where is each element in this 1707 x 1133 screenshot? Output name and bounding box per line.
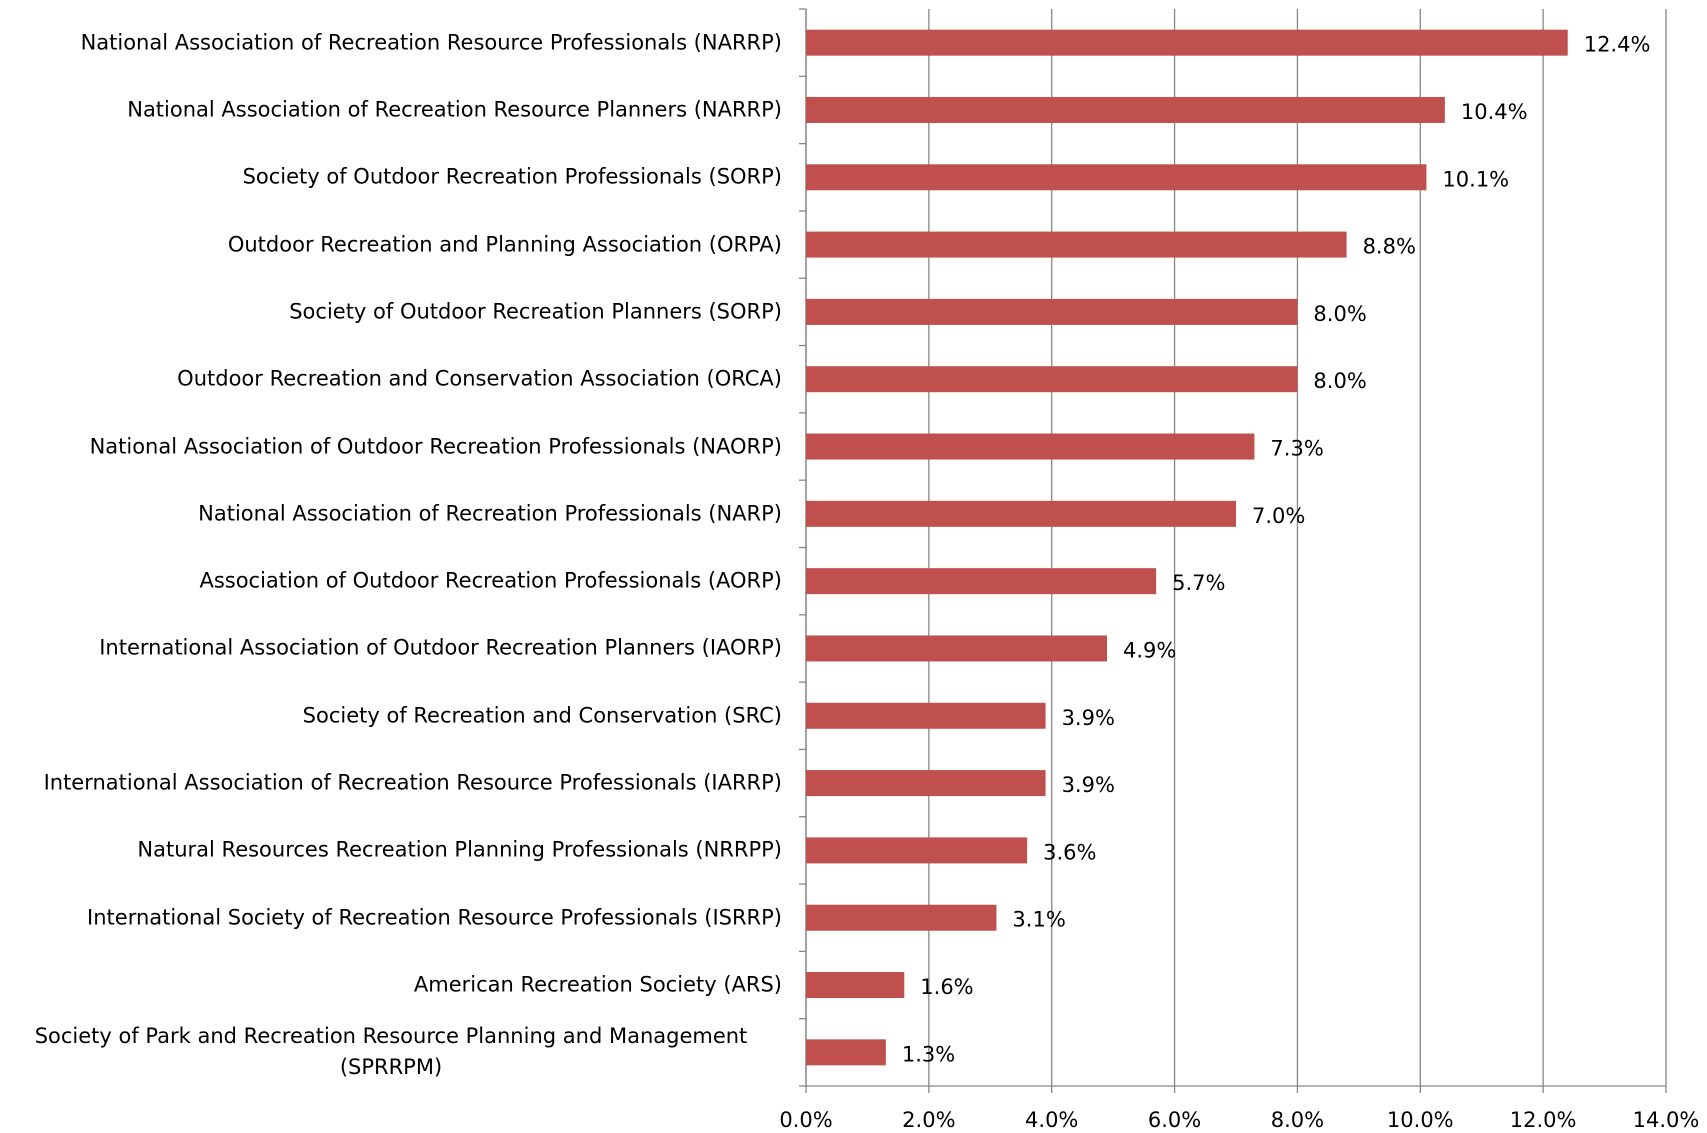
y-tick-label: National Association of Recreation Resou… (0, 27, 782, 58)
value-label: 3.9% (1062, 706, 1115, 730)
bar (806, 702, 1046, 729)
value-label: 8.0% (1313, 369, 1366, 393)
value-label: 8.0% (1313, 302, 1366, 326)
y-tick-label: Outdoor Recreation and Planning Associat… (0, 229, 782, 260)
category-text: Society of Recreation and Conservation (… (302, 703, 782, 728)
bar (806, 231, 1347, 258)
value-label: 5.7% (1172, 571, 1225, 595)
value-label: 8.8% (1363, 235, 1416, 259)
category-text: National Association of Recreation Profe… (198, 501, 782, 526)
category-text: International Association of Recreation … (43, 770, 782, 795)
bar (806, 433, 1255, 460)
y-tick-label: International Association of Recreation … (0, 768, 782, 799)
bar (806, 972, 905, 999)
value-label: 4.9% (1123, 638, 1176, 662)
value-label: 7.0% (1252, 504, 1305, 528)
category-text: International Society of Recreation Reso… (87, 905, 782, 930)
y-tick-label: International Society of Recreation Reso… (0, 902, 782, 933)
bar (806, 500, 1236, 527)
x-tick-label: 0.0% (779, 1108, 832, 1132)
value-label: 10.4% (1461, 100, 1528, 124)
category-text: International Association of Outdoor Rec… (99, 635, 782, 660)
y-tick-label: Outdoor Recreation and Conservation Asso… (0, 364, 782, 395)
y-tick-label: National Association of Recreation Resou… (0, 94, 782, 125)
x-tick-label: 2.0% (902, 1108, 955, 1132)
bar (806, 1039, 886, 1066)
y-tick-label: Natural Resources Recreation Planning Pr… (0, 835, 782, 866)
value-label: 7.3% (1270, 437, 1323, 461)
bar (806, 298, 1298, 325)
category-text: National Association of Recreation Resou… (127, 97, 782, 122)
x-tick-label: 6.0% (1148, 1108, 1201, 1132)
value-label: 1.3% (902, 1042, 955, 1066)
y-tick-label: American Recreation Society (ARS) (0, 970, 782, 1001)
x-tick-label: 12.0% (1510, 1108, 1577, 1132)
bar (806, 366, 1298, 393)
x-tick-label: 8.0% (1271, 1108, 1324, 1132)
y-tick-label: Society of Recreation and Conservation (… (0, 700, 782, 731)
bar (806, 904, 997, 931)
x-tick-label: 14.0% (1633, 1108, 1700, 1132)
category-text: National Association of Outdoor Recreati… (89, 434, 782, 459)
bar (806, 29, 1568, 56)
value-label: 1.6% (920, 975, 973, 999)
category-text: American Recreation Society (ARS) (413, 972, 782, 997)
category-text: Society of Outdoor Recreation Profession… (242, 164, 782, 189)
y-tick-label: National Association of Recreation Profe… (0, 498, 782, 529)
y-tick-label: Association of Outdoor Recreation Profes… (0, 566, 782, 597)
value-label: 3.1% (1012, 908, 1065, 932)
bar (806, 96, 1445, 123)
bar (806, 770, 1046, 797)
y-tick-label: Society of Outdoor Recreation Profession… (0, 162, 782, 193)
y-tick-label: Society of Outdoor Recreation Planners (… (0, 296, 782, 327)
category-text: Society of Park and Recreation Resource … (34, 1024, 748, 1080)
y-tick-label: International Association of Outdoor Rec… (0, 633, 782, 664)
category-text: National Association of Recreation Resou… (80, 30, 782, 55)
y-tick-label: National Association of Outdoor Recreati… (0, 431, 782, 462)
bar (806, 164, 1427, 191)
category-text: Outdoor Recreation and Conservation Asso… (177, 366, 782, 391)
category-text: Outdoor Recreation and Planning Associat… (227, 232, 782, 257)
value-label: 12.4% (1584, 33, 1651, 57)
category-text: Natural Resources Recreation Planning Pr… (137, 837, 782, 862)
x-tick-label: 4.0% (1025, 1108, 1078, 1132)
category-text: Association of Outdoor Recreation Profes… (199, 568, 782, 593)
y-tick-label: Society of Park and Recreation Resource … (0, 1021, 782, 1083)
value-label: 3.6% (1043, 840, 1096, 864)
value-label: 10.1% (1442, 167, 1509, 191)
bar (806, 837, 1028, 864)
category-text: Society of Outdoor Recreation Planners (… (289, 299, 782, 324)
bar (806, 568, 1157, 595)
x-tick-label: 10.0% (1387, 1108, 1454, 1132)
value-label: 3.9% (1062, 773, 1115, 797)
bar (806, 635, 1107, 662)
